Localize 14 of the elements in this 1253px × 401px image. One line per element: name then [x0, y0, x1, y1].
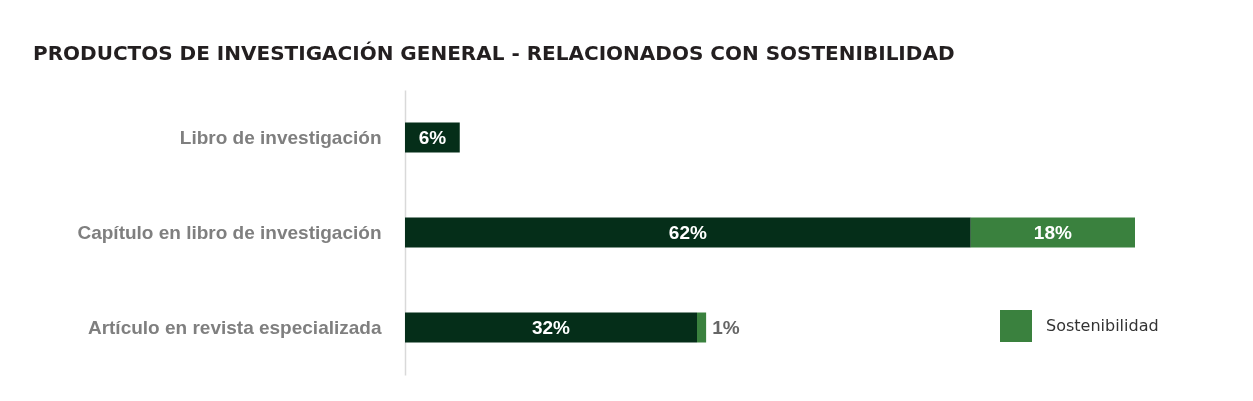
bar	[697, 312, 707, 343]
bar	[405, 312, 697, 343]
data-label: 32%	[531, 316, 571, 338]
data-label: 1%	[712, 316, 740, 338]
bar	[970, 217, 1135, 248]
y-tick-label: Libro de investigación	[179, 126, 382, 148]
bar	[405, 217, 971, 248]
data-label: 18%	[1033, 221, 1072, 243]
y-tick-label: Capítulo en libro de investigación	[77, 221, 382, 243]
chart-title: PRODUCTOS DE INVESTIGACIÓN GENERAL - RELACIONADOS CON SOSTENIBILIDAD	[33, 41, 955, 65]
data-label: 6%	[418, 126, 447, 148]
y-tick-label: Artículo en revista especializada	[87, 316, 382, 338]
legend-label: Sostenibilidad	[1046, 316, 1159, 335]
data-label: 62%	[668, 221, 707, 243]
